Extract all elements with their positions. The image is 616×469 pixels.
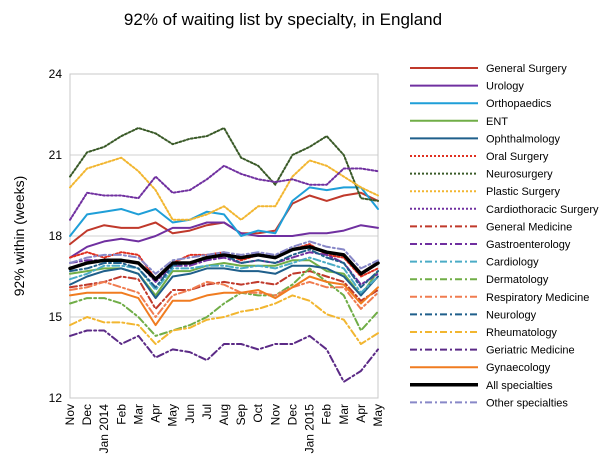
- series-line-cardiology: [69, 256, 379, 294]
- x-tick-label: Jan 2014: [97, 404, 111, 454]
- legend-entry-label: Other specialties: [486, 397, 568, 409]
- x-tick-label: Jul: [200, 404, 214, 419]
- series-line-plastic-surgery: [69, 156, 379, 221]
- legend-entry-label: General Surgery: [486, 63, 567, 75]
- y-axis-ticks: 12 15 18 21 24: [49, 67, 63, 405]
- series-line-all-specialties: [68, 245, 380, 281]
- legend-entry-label: Urology: [486, 81, 524, 93]
- chart-title: 92% of waiting list by specialty, in Eng…: [124, 10, 442, 29]
- y-axis-label: 92% within (weeks): [11, 176, 27, 297]
- series-line-general-medicine: [69, 270, 379, 310]
- grid: [70, 73, 378, 399]
- legend-entry-label: ENT: [486, 116, 508, 128]
- legend-entry-label: Orthopaedics: [486, 98, 552, 110]
- x-tick-label: Apr: [354, 404, 368, 423]
- legend-entry-label: General Medicine: [486, 221, 572, 233]
- x-axis-ticks: Nov Dec Jan 2014 Feb Mar Apr May Jun Jul Aug Sep Oc…: [63, 403, 385, 453]
- x-tick-label: May: [371, 404, 385, 427]
- series-group: [68, 127, 380, 383]
- legend-entry-label: Gynaecology: [486, 362, 551, 374]
- series-line-respiratory-medicine: [69, 280, 379, 318]
- x-tick-label: Nov: [63, 404, 77, 425]
- series-line-other-specialties: [69, 240, 379, 275]
- x-tick-label: Mar: [131, 404, 145, 425]
- legend-entry-label: Geriatric Medicine: [486, 345, 575, 357]
- series-line-cardiothoracic-surgery: [69, 164, 379, 221]
- x-tick-label: Feb: [114, 404, 128, 425]
- x-tick-label: Dec: [285, 404, 299, 425]
- legend-entry-label: Neurosurgery: [486, 169, 553, 181]
- x-tick-label: Nov: [268, 404, 282, 425]
- series-line-neurosurgery: [69, 127, 379, 202]
- y-tick-label: 12: [49, 391, 63, 405]
- legend: General Surgery Urology Orthopaedics ENT Oph…: [410, 63, 599, 409]
- series-line-rheumatology: [69, 294, 379, 345]
- legend-entry-label: Rheumatology: [486, 327, 557, 339]
- series-line-orthopaedics: [69, 186, 379, 237]
- legend-entry-label: Plastic Surgery: [486, 186, 560, 198]
- y-tick-label: 15: [49, 310, 63, 324]
- legend-entry-label: Cardiothoracic Surgery: [486, 204, 599, 216]
- x-tick-label: Aug: [217, 404, 231, 425]
- y-tick-label: 18: [49, 229, 63, 243]
- x-tick-label: Sep: [234, 404, 248, 426]
- series-line-urology: [69, 221, 379, 259]
- legend-entry-label: Oral Surgery: [486, 151, 549, 163]
- series-line-ophthalmology: [69, 264, 379, 300]
- x-tick-label: Oct: [251, 403, 265, 422]
- legend-entry-label: Respiratory Medicine: [486, 292, 589, 304]
- x-tick-label: Feb: [320, 404, 334, 425]
- y-tick-label: 21: [49, 148, 63, 162]
- legend-entry-label: Cardiology: [486, 257, 539, 269]
- legend-entry-label: All specialties: [486, 380, 553, 392]
- y-tick-label: 24: [49, 67, 63, 81]
- legend-entry-label: Ophthalmology: [486, 133, 560, 145]
- series-line-gynaecology: [69, 275, 379, 327]
- x-tick-label: Jan 2015: [303, 404, 317, 454]
- x-tick-label: Dec: [80, 404, 94, 425]
- legend-entry-label: Dermatology: [486, 274, 549, 286]
- legend-entry-label: Neurology: [486, 309, 537, 321]
- x-tick-label: Mar: [337, 404, 351, 425]
- legend-entry-label: Gastroenterology: [486, 239, 571, 251]
- x-tick-label: Apr: [149, 404, 163, 423]
- x-tick-label: May: [166, 404, 180, 427]
- series-line-geriatric-medicine: [69, 329, 379, 383]
- x-tick-label: Jun: [183, 404, 197, 423]
